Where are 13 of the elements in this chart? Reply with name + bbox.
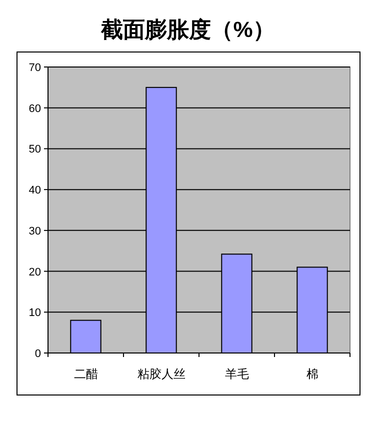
y-tick-label: 60: [28, 102, 41, 115]
x-tick-label: 羊毛: [224, 367, 249, 381]
y-tick-label: 40: [28, 184, 41, 197]
y-tick-label: 70: [28, 62, 41, 74]
x-tick-label: 粘胶人丝: [137, 367, 186, 381]
y-tick-label: 10: [28, 307, 41, 320]
y-tick-label: 30: [28, 225, 41, 238]
y-tick-label: 0: [34, 348, 41, 360]
x-tick-label: 棉: [306, 367, 318, 381]
x-tick-label: 二醋: [74, 367, 98, 381]
y-tick-label: 50: [28, 144, 41, 156]
chart-title: 截面膨胀度（%）: [100, 17, 275, 42]
y-tick-label: 20: [28, 266, 41, 278]
